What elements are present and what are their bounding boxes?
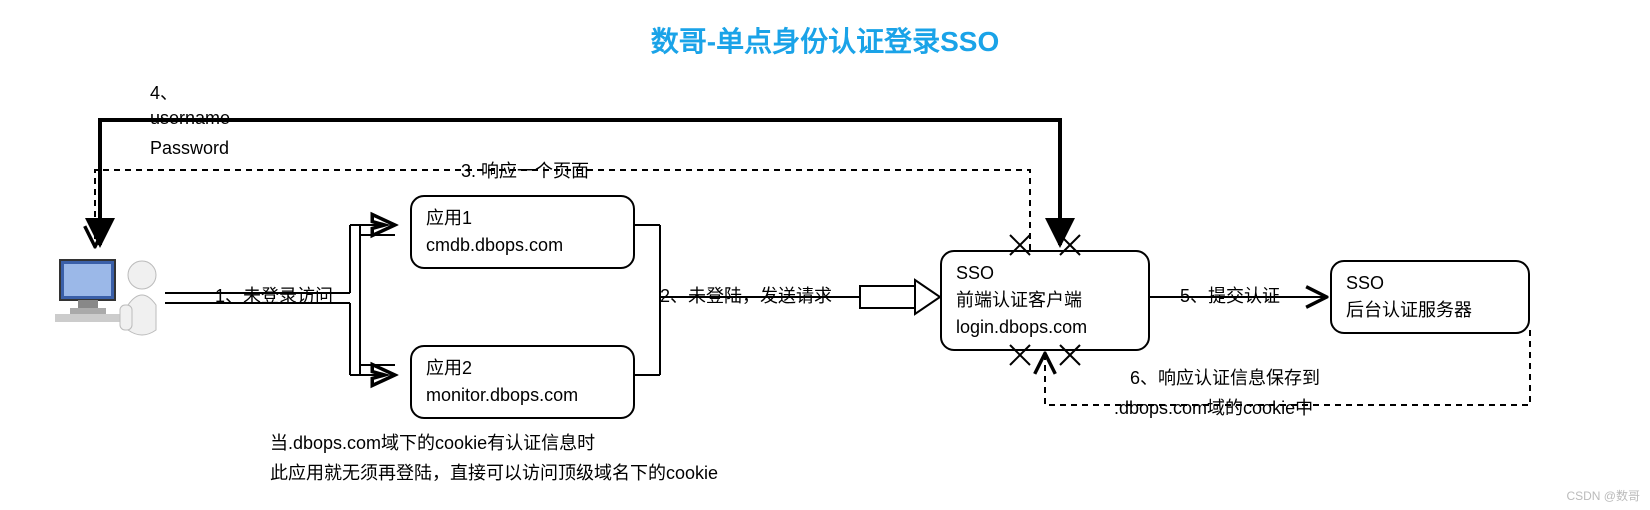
label-step1: 1、未登录访问	[215, 283, 333, 310]
node-sso-client-l1: SSO	[956, 260, 1134, 287]
node-sso-client: SSO 前端认证客户端 login.dbops.com	[940, 250, 1150, 351]
node-app1: 应用1 cmdb.dbops.com	[410, 195, 635, 269]
label-step6-a: 6、响应认证信息保存到	[1130, 365, 1320, 392]
node-app2: 应用2 monitor.dbops.com	[410, 345, 635, 419]
node-sso-client-l3: login.dbops.com	[956, 314, 1134, 341]
user-icon	[50, 250, 170, 350]
footer-line1: 当.dbops.com域下的cookie有认证信息时	[270, 430, 595, 457]
label-step5: 5、提交认证	[1180, 283, 1280, 310]
diagram-edges	[0, 0, 1650, 510]
watermark: CSDN @数哥	[1566, 487, 1640, 504]
node-sso-server: SSO 后台认证服务器	[1330, 260, 1530, 334]
label-step6-b: .dbops.com域的cookie中	[1110, 395, 1317, 422]
label-step4-b: username	[150, 105, 230, 132]
label-step4-a: 4、	[150, 80, 178, 107]
node-app1-domain: cmdb.dbops.com	[426, 232, 619, 259]
node-app2-domain: monitor.dbops.com	[426, 382, 619, 409]
label-step3: 3. 响应一个页面	[455, 158, 595, 185]
node-app1-title: 应用1	[426, 205, 619, 232]
label-step2: 2、未登陆，发送请求	[660, 283, 832, 310]
label-step4-c: Password	[150, 135, 229, 162]
node-sso-client-l2: 前端认证客户端	[956, 287, 1134, 314]
footer-line2: 此应用就无须再登陆，直接可以访问顶级域名下的cookie	[270, 460, 718, 487]
node-sso-server-l2: 后台认证服务器	[1346, 297, 1514, 324]
node-app2-title: 应用2	[426, 355, 619, 382]
node-sso-server-l1: SSO	[1346, 270, 1514, 297]
diagram-title: 数哥-单点身份认证登录SSO	[0, 20, 1650, 60]
